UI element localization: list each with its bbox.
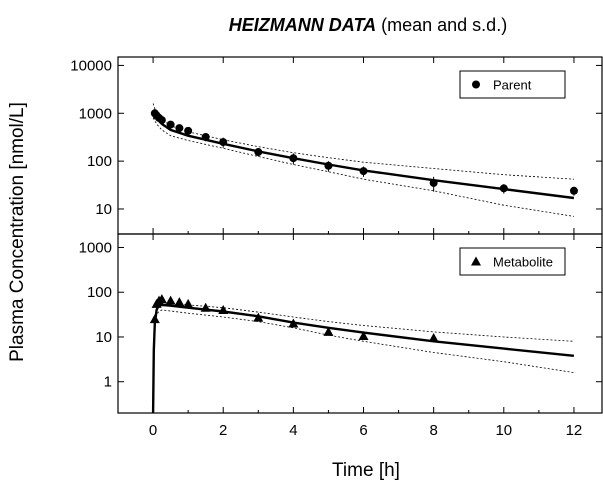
chart-title-rest: (mean and s.d.) bbox=[376, 15, 507, 35]
data-point-parent bbox=[201, 132, 210, 141]
data-point-parent bbox=[157, 116, 166, 125]
data-point-parent bbox=[359, 167, 368, 176]
data-point-metabolite bbox=[428, 332, 439, 342]
y-axis-label: Plasma Concentration [nmol/L] bbox=[7, 102, 28, 362]
x-tick-label: 12 bbox=[566, 422, 583, 439]
data-point-parent bbox=[254, 148, 263, 157]
y-tick-label: 1 bbox=[104, 374, 112, 391]
data-point-metabolite bbox=[358, 331, 369, 341]
x-tick-label: 6 bbox=[359, 422, 367, 439]
data-point-metabolite bbox=[165, 295, 176, 305]
y-tick-label: 10 bbox=[95, 329, 112, 346]
fit-curve-model-mean bbox=[151, 303, 575, 414]
y-tick-label: 1000 bbox=[79, 239, 112, 256]
data-point-parent bbox=[324, 161, 333, 170]
data-point-parent bbox=[166, 120, 175, 129]
fit-curve-upper-bound bbox=[152, 302, 574, 414]
y-tick-label: 1000 bbox=[79, 105, 112, 122]
plot-frame bbox=[117, 233, 603, 414]
y-tick-label: 10 bbox=[95, 201, 112, 218]
parent-panel: 10 100 1000 10000 Parent bbox=[70, 56, 603, 235]
fit-curve-upper-bound bbox=[152, 103, 574, 180]
x-tick-label: 8 bbox=[429, 422, 437, 439]
legend-marker bbox=[471, 256, 481, 266]
data-point-parent bbox=[569, 186, 578, 195]
data-point-metabolite bbox=[323, 326, 334, 336]
data-point-metabolite bbox=[218, 305, 229, 315]
metabolite-panel: 0 2 4 6 8 10 12 1 10 100 1000 Metabolite bbox=[79, 233, 603, 439]
data-point-parent bbox=[499, 184, 508, 193]
data-point-parent bbox=[429, 178, 438, 187]
legend-label: Parent bbox=[493, 78, 532, 93]
data-point-metabolite bbox=[183, 298, 194, 308]
chart-title-bold: HEIZMANN DATA bbox=[229, 15, 376, 35]
y-tick-label: 10000 bbox=[70, 57, 112, 74]
fit-curve-lower-bound bbox=[152, 309, 574, 414]
data-point-metabolite bbox=[156, 294, 167, 304]
data-point-metabolite bbox=[174, 297, 185, 307]
data-point-parent bbox=[289, 154, 298, 163]
legend-marker bbox=[472, 80, 480, 89]
fit-curve-model-mean bbox=[152, 110, 575, 200]
data-point-parent bbox=[219, 138, 228, 147]
fit-curve-lower-bound bbox=[152, 117, 574, 217]
data-point-metabolite bbox=[288, 318, 299, 328]
data-point-parent bbox=[175, 124, 184, 133]
data-point-parent bbox=[184, 126, 193, 135]
x-tick-label: 2 bbox=[219, 422, 227, 439]
x-tick-label: 0 bbox=[149, 422, 157, 439]
data-point-metabolite bbox=[149, 314, 160, 324]
y-tick-label: 100 bbox=[87, 284, 112, 301]
y-tick-label: 100 bbox=[87, 153, 112, 170]
x-axis-label: Time [h] bbox=[332, 460, 400, 481]
x-tick-label: 10 bbox=[495, 422, 512, 439]
legend-label: Metabolite bbox=[493, 255, 553, 270]
data-point-metabolite bbox=[200, 302, 211, 312]
data-point-metabolite bbox=[253, 312, 264, 322]
chart-title: HEIZMANN DATA (mean and s.d.) bbox=[229, 15, 507, 35]
x-tick-label: 4 bbox=[289, 422, 297, 439]
